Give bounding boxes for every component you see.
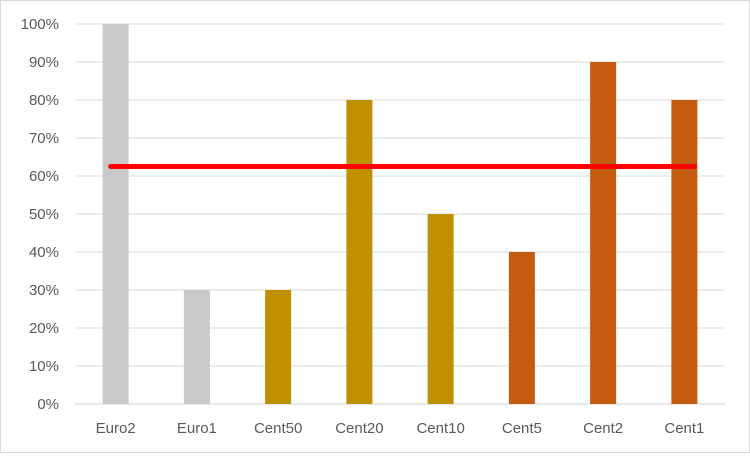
x-tick-label: Cent1 [664,420,704,437]
x-tick-label: Cent5 [502,420,542,437]
y-tick-label: 60% [29,168,59,185]
bar-cent20 [346,100,373,404]
x-tick-label: Cent10 [416,420,464,437]
y-axis-tick-labels: 0% 10% 20% 30% 40% 50% 60% 70% 80% 90% 100% [21,16,59,413]
x-tick-label: Euro2 [96,420,136,437]
y-tick-label: 0% [37,396,59,413]
y-tick-label: 80% [29,92,59,109]
bar-euro2 [102,24,129,404]
bar-cent2 [590,62,617,404]
x-tick-label: Cent2 [583,420,623,437]
x-tick-label: Cent20 [335,420,383,437]
y-tick-label: 20% [29,320,59,337]
bars [102,24,698,404]
x-tick-label: Cent50 [254,420,302,437]
bar-cent50 [265,290,292,404]
bar-cent10 [427,214,454,404]
y-tick-label: 40% [29,244,59,261]
y-tick-label: 70% [29,130,59,147]
y-tick-label: 100% [21,16,59,33]
y-tick-label: 50% [29,206,59,223]
y-tick-label: 10% [29,358,59,375]
bar-cent1 [671,100,698,404]
x-axis-tick-labels: Euro2 Euro1 Cent50 Cent20 Cent10 Cent5 Cent2 Ce… [96,420,705,437]
bar-cent5 [508,252,535,404]
y-tick-label: 30% [29,282,59,299]
bar-euro1 [183,290,210,404]
x-tick-label: Euro1 [177,420,217,437]
gridlines [75,23,725,405]
y-tick-label: 90% [29,54,59,71]
